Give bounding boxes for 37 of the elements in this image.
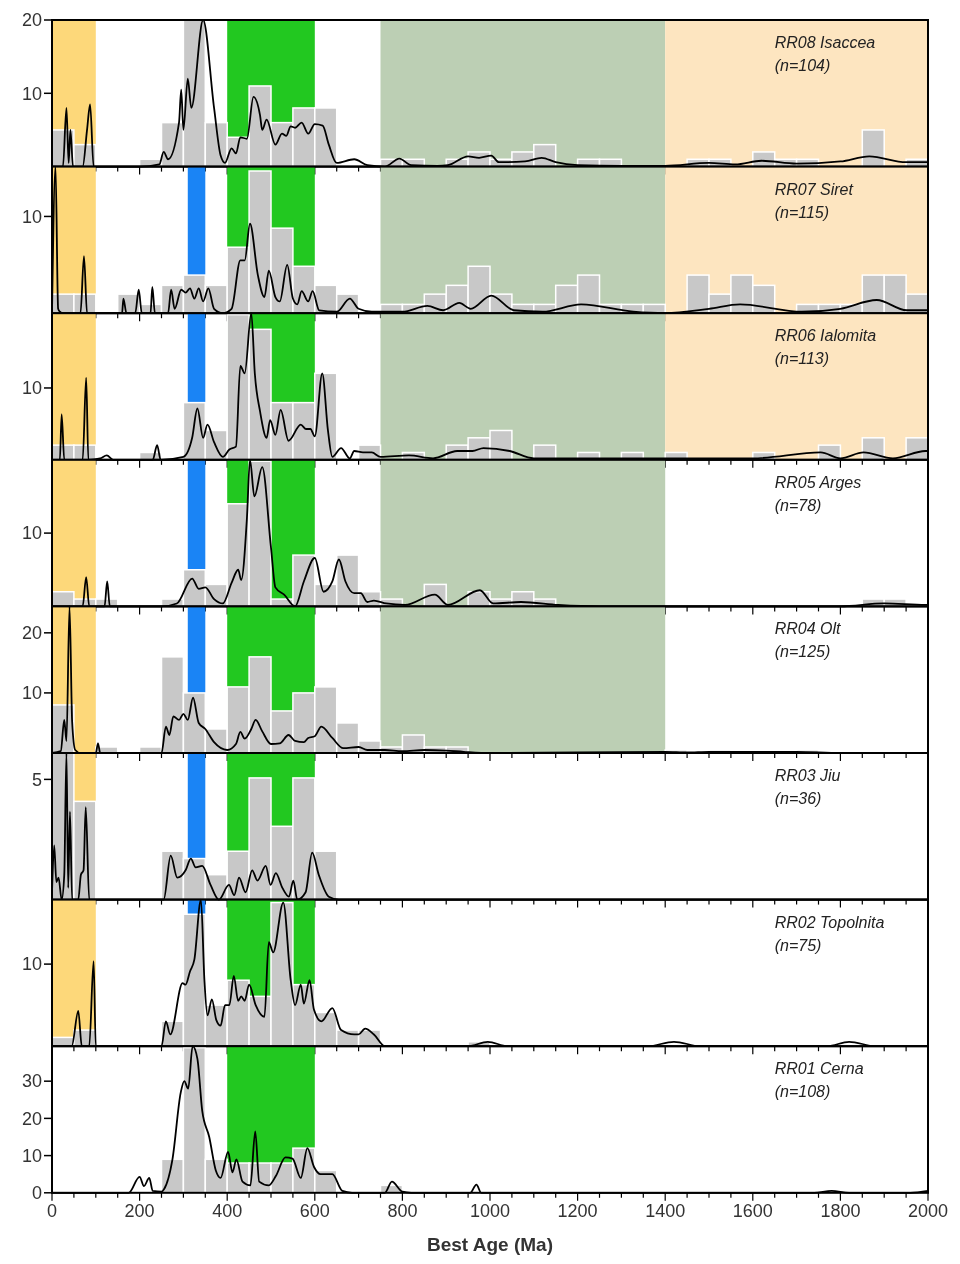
text: (n=78) bbox=[774, 496, 822, 514]
text: RR05 Arges bbox=[774, 473, 862, 491]
x-tick-label: 0 bbox=[46, 1200, 58, 1221]
x-tick-label: 1400 bbox=[645, 1200, 686, 1221]
y-tick-label: 10 bbox=[21, 1145, 42, 1166]
x-tick-label: 200 bbox=[124, 1200, 155, 1221]
text: (n=108) bbox=[774, 1083, 831, 1101]
text: (n=113) bbox=[774, 350, 830, 368]
x-tick-label: 2000 bbox=[907, 1200, 949, 1221]
text: 5 bbox=[31, 769, 42, 790]
text: (n=36) bbox=[774, 790, 822, 807]
text: RR04 Olt bbox=[774, 620, 842, 638]
x-axis-title: Best Age (Ma) bbox=[427, 1233, 553, 1255]
x-tick-label: 1600 bbox=[732, 1200, 773, 1221]
text: (n=115) bbox=[774, 203, 830, 221]
text: RR07 Siret bbox=[774, 180, 854, 198]
text: RR02 Topolnita bbox=[774, 913, 885, 931]
y-tick-label: 20 bbox=[21, 623, 42, 644]
x-tick-label: 1000 bbox=[469, 1200, 511, 1221]
x-tick-label: 600 bbox=[299, 1200, 330, 1221]
y-tick-label: 20 bbox=[21, 1108, 42, 1129]
text: (n=75) bbox=[774, 936, 822, 954]
y-tick-label: 20 bbox=[21, 10, 42, 31]
x-tick-label: 800 bbox=[387, 1200, 418, 1221]
y-tick-label: 0 bbox=[31, 1183, 42, 1204]
text: RR06 Ialomita bbox=[774, 327, 877, 345]
y-tick-label: 10 bbox=[21, 83, 42, 104]
x-tick-label: 1200 bbox=[557, 1200, 598, 1221]
text: (n=104) bbox=[774, 57, 831, 74]
x-tick-label: 1800 bbox=[820, 1200, 861, 1221]
text: RR08 Isaccea bbox=[774, 34, 876, 51]
y-tick-label: 30 bbox=[21, 1071, 42, 1092]
text: (n=125) bbox=[774, 643, 831, 661]
text: RR03 Jiu bbox=[774, 767, 841, 784]
x-tick-label: 400 bbox=[212, 1200, 243, 1221]
y-tick-label: 10 bbox=[21, 683, 42, 704]
text: RR01 Cerna bbox=[774, 1060, 864, 1078]
